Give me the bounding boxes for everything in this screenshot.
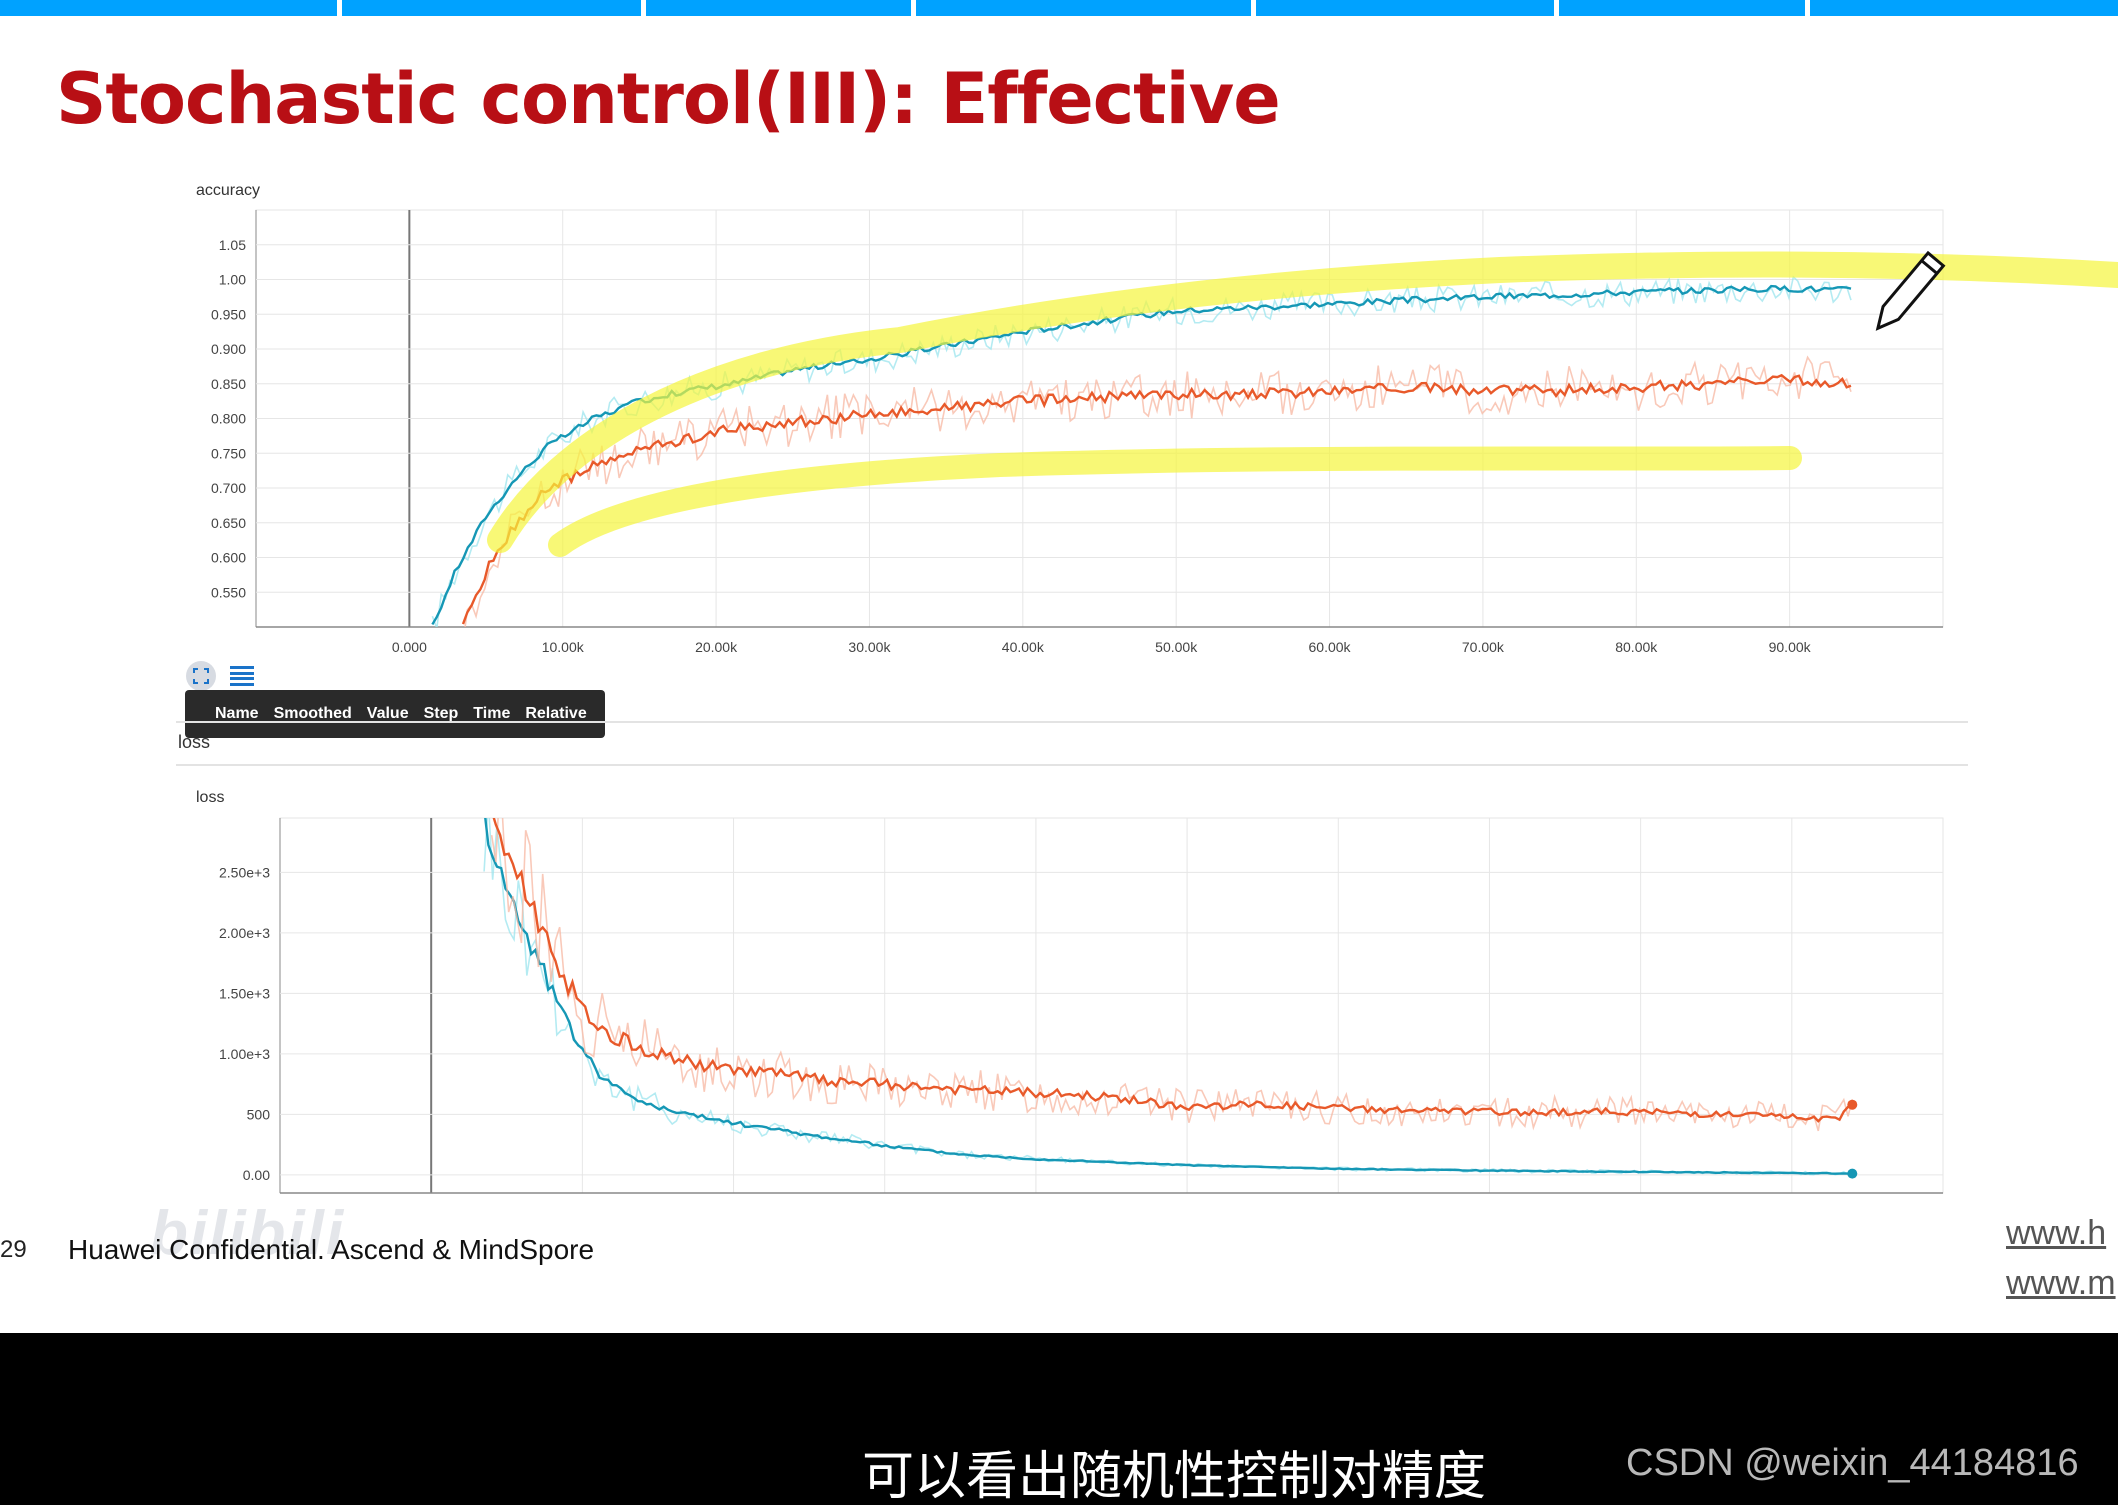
x-tick-label: 70.00k [1462,639,1505,655]
series-end-dot [1847,1168,1858,1179]
top-bar-divider [337,0,342,16]
top-bar-divider [1251,0,1256,16]
y-tick-label: 0.750 [211,445,246,461]
x-tick-label: 20.00k [695,639,738,655]
y-tick-label: 2.50e+3 [219,864,270,880]
loss-section-title[interactable]: loss [178,732,211,752]
pencil-icon [1875,250,1946,331]
y-tick-label: 1.00 [219,272,246,288]
x-tick-label: 30.00k [848,639,891,655]
x-tick-label: 40.00k [1002,639,1045,655]
top-bar-divider [641,0,646,16]
bilibili-watermark: bilibili [150,1199,346,1268]
csdn-credit: CSDN @weixin_44184816 [1626,1442,2079,1484]
tooltip-header: Name Smoothed Value Step Time Relative [185,690,605,738]
x-tick-label: 60.00k [1309,639,1352,655]
tooltip-col-name: Name [215,705,259,722]
training-charts: accuracy loss 1.05 1.00 0.950 0.900 0.850 0.8… [196,182,2118,1194]
x-tick-label: 50.00k [1155,639,1198,655]
list-icon[interactable] [230,666,254,686]
y-tick-label: 1.00e+3 [219,1046,270,1062]
video-subtitle: 可以看出随机性控制对精度 [862,1447,1487,1507]
top-bar-divider [911,0,916,16]
series-raw-line [483,818,1853,1176]
x-tick-label: 90.00k [1769,639,1812,655]
slide-page-number: 29 [0,1236,27,1263]
x-tick-label: 0.000 [392,639,427,655]
y-tick-label: 500 [247,1106,271,1122]
y-tick-label: 0.950 [211,306,246,322]
expand-icon[interactable] [186,661,216,691]
slide-top-bar [0,0,2118,16]
slide-title: Stochastic control(III): Effective [56,58,1281,140]
yellow-highlight-stroke [487,251,2118,553]
tooltip-col-relative: Relative [525,705,587,722]
loss-chart-label: loss [196,789,224,806]
y-tick-label: 2.00e+3 [219,925,270,941]
y-tick-label: 1.50e+3 [219,985,270,1001]
tooltip-col-time: Time [473,705,511,722]
slide-footer-text: Huawei Confidential. Ascend & MindSpore [68,1234,595,1265]
video-subtitle-bar [0,1333,2118,1505]
section-divider-bottom [176,764,1968,766]
series-raw-line [490,818,1854,1132]
accuracy-chart-label: accuracy [196,182,260,199]
series-raw-line [464,355,1852,627]
y-tick-label: 0.700 [211,480,246,496]
series-smoothed-line [484,818,1853,1176]
tooltip-col-step: Step [423,705,459,722]
x-tick-label: 80.00k [1615,639,1658,655]
plot-area-1 [279,817,1944,1194]
y-tick-label: 0.900 [211,341,246,357]
y-tick-label: 0.600 [211,550,246,566]
tooltip-col-value: Value [366,705,409,722]
y-tick-label: 0.550 [211,584,246,600]
footer-link-1[interactable]: www.h [2006,1214,2107,1252]
section-divider-top [176,721,1968,723]
top-bar-divider [1805,0,1810,16]
top-bar-divider [1554,0,1559,16]
series-end-dot [1847,1099,1858,1110]
y-tick-label: 0.00 [243,1167,270,1183]
yellow-highlight-stroke [548,446,1802,557]
y-tick-label: 1.05 [219,237,246,253]
footer-link-2[interactable]: www.m [2006,1264,2116,1302]
chart-toolbar [186,661,254,691]
tooltip-col-smoothed: Smoothed [273,705,352,722]
y-tick-label: 0.650 [211,515,246,531]
series-smoothed-line [492,818,1854,1123]
x-tick-label: 10.00k [542,639,585,655]
series-smoothed-line [461,373,1852,625]
y-tick-label: 0.800 [211,411,246,427]
y-tick-label: 0.850 [211,376,246,392]
